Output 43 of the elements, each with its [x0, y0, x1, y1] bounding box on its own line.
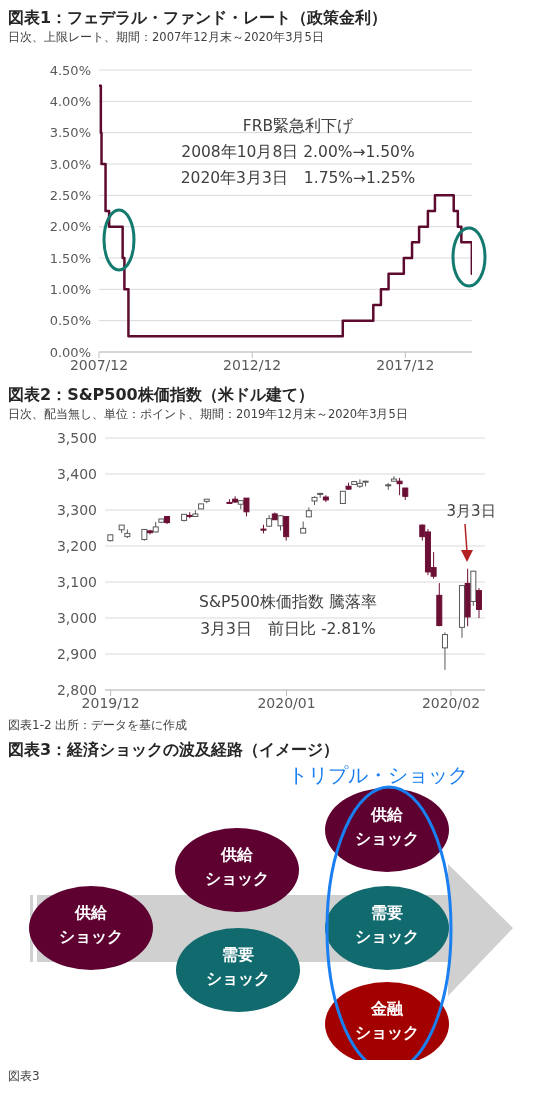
chart-title: 図表2：S&P500株価指数（米ドル建て） — [8, 385, 314, 406]
candlestick — [283, 515, 290, 542]
candlestick — [243, 497, 250, 517]
text: 図表1-2 出所：データを基に作成 — [8, 717, 188, 734]
annotation: 2020年3月3日 1.75%→1.25% — [179, 168, 417, 189]
ellipse: 供給 ショック — [175, 828, 299, 912]
candlestick — [475, 587, 482, 619]
y-tick-label: 4.00% — [49, 93, 91, 109]
y-tick-label: 3,200 — [56, 537, 97, 554]
y-tick-label: 3.00% — [49, 156, 91, 172]
x-tick-label: 2020/02 — [421, 694, 481, 711]
chart-subtitle: 日次、配当無し、単位：ポイント、期間：2019年12月末～2020年3月5日 — [8, 407, 408, 422]
y-tick-label: 2.00% — [49, 219, 91, 235]
y-tick-label: 1.00% — [49, 281, 91, 297]
chart-subtitle: 日次、上限レート、期間：2007年12月末～2020年3月5日 — [8, 30, 324, 45]
y-tick-label: 1.50% — [49, 250, 91, 266]
text: 図表3：経済ショックの波及経路（イメージ） — [8, 740, 340, 761]
y-tick-label: 3,500 — [56, 429, 97, 446]
x-tick-label: 2012/12 — [223, 356, 282, 373]
x-tick-label: 2020/01 — [257, 694, 316, 711]
y-tick-label: 3,000 — [56, 609, 97, 626]
annotation: FRB緊急利下げ — [241, 116, 355, 137]
ellipse: 需要 ショック — [325, 886, 449, 970]
y-tick-label: 4.50% — [49, 62, 91, 78]
annotation: 3月3日 — [446, 502, 496, 520]
y-tick-label: 2.50% — [49, 187, 91, 203]
chart-title: 図表1：フェデラル・ファンド・レート（政策金利） — [8, 8, 388, 29]
annotation: 2008年10月8日 2.00%→1.50% — [180, 142, 416, 163]
y-tick-label: 3.50% — [49, 125, 91, 141]
candlestick — [441, 631, 448, 671]
ellipse: 供給 ショック — [325, 788, 449, 872]
y-tick-label: 3,300 — [56, 501, 97, 518]
annotation: S&P500株価指数 騰落率 — [198, 592, 378, 613]
ellipse: 需要 ショック — [176, 928, 300, 1012]
y-tick-label: 2,900 — [56, 645, 97, 662]
text: トリプル・ショック — [288, 762, 468, 789]
ellipse: 供給 ショック — [29, 886, 153, 970]
text: 図表3 — [8, 1068, 40, 1085]
x-tick-label: 2017/12 — [376, 356, 435, 373]
y-tick-label: 3,100 — [56, 573, 97, 590]
annotation: 3月3日 前日比 -2.81% — [199, 619, 377, 640]
y-tick-label: 0.50% — [49, 313, 91, 329]
y-tick-label: 3,400 — [56, 465, 97, 482]
